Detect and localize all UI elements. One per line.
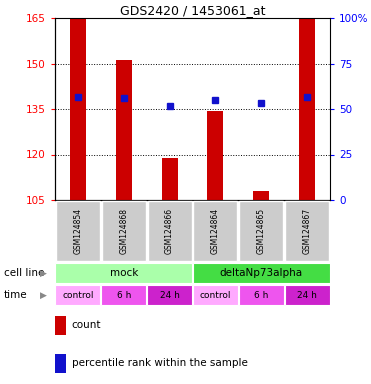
Text: control: control [62, 291, 93, 300]
Text: GSM124868: GSM124868 [119, 208, 128, 254]
Text: GSM124865: GSM124865 [257, 208, 266, 254]
Text: count: count [72, 321, 101, 331]
Bar [299, 18, 315, 200]
Bar [239, 201, 283, 261]
Bar [55, 285, 101, 305]
Bar [55, 316, 66, 334]
Text: 6 h: 6 h [254, 291, 269, 300]
Text: GSM124864: GSM124864 [211, 208, 220, 254]
Text: mock: mock [109, 268, 138, 278]
Bar [239, 285, 284, 305]
Bar [193, 285, 238, 305]
Text: cell line: cell line [4, 268, 44, 278]
Text: 24 h: 24 h [160, 291, 180, 300]
Text: GSM124866: GSM124866 [165, 208, 174, 254]
Bar [253, 191, 269, 200]
Bar [55, 263, 192, 283]
Text: ▶: ▶ [40, 268, 47, 278]
Text: deltaNp73alpha: deltaNp73alpha [220, 268, 303, 278]
Text: time: time [4, 290, 27, 300]
Bar [102, 201, 146, 261]
Bar [101, 285, 146, 305]
Bar [193, 263, 329, 283]
Bar [207, 111, 223, 200]
Text: GSM124854: GSM124854 [73, 208, 82, 254]
Bar [193, 201, 237, 261]
Text: 6 h: 6 h [116, 291, 131, 300]
Bar [147, 285, 192, 305]
Text: GSM124867: GSM124867 [303, 208, 312, 254]
Bar [70, 18, 86, 200]
Title: GDS2420 / 1453061_at: GDS2420 / 1453061_at [120, 4, 265, 17]
Text: 24 h: 24 h [297, 291, 317, 300]
Text: percentile rank within the sample: percentile rank within the sample [72, 359, 247, 369]
Bar [56, 201, 100, 261]
Text: ▶: ▶ [40, 291, 47, 300]
Bar [116, 60, 132, 200]
Bar [55, 354, 66, 372]
Bar [161, 157, 178, 200]
Bar [285, 285, 329, 305]
Bar [148, 201, 191, 261]
Text: control: control [200, 291, 231, 300]
Bar [285, 201, 329, 261]
